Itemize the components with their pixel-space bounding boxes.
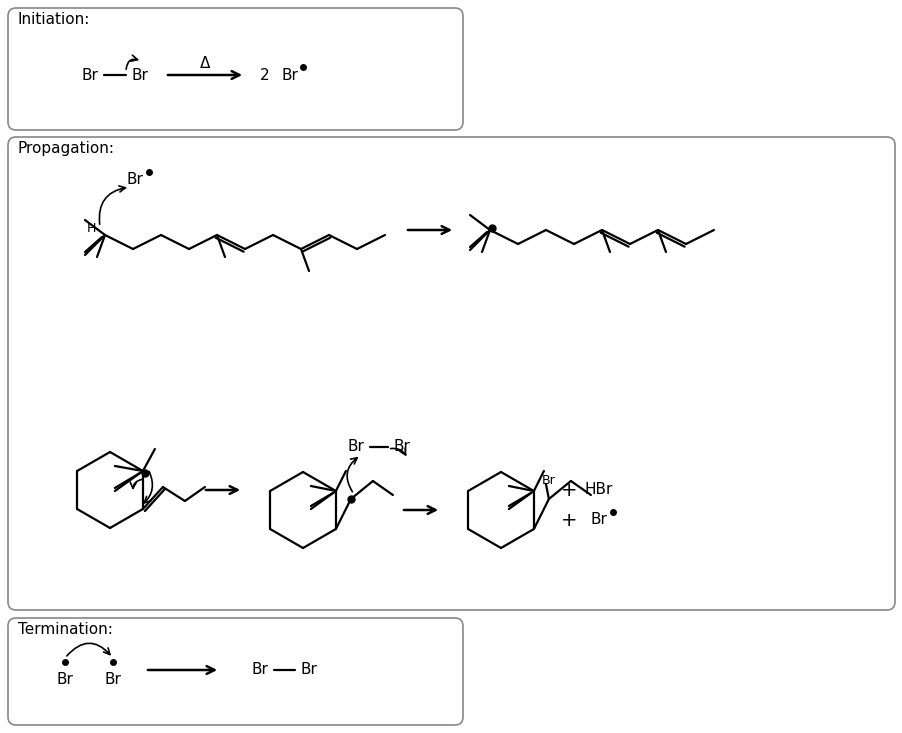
Text: Termination:: Termination: [18,622,113,636]
FancyBboxPatch shape [8,8,463,130]
Text: Propagation:: Propagation: [18,141,115,155]
Text: Br: Br [252,663,268,677]
Text: H: H [87,223,96,235]
Text: Br: Br [57,672,73,688]
Text: Br: Br [281,67,298,83]
Text: Initiation:: Initiation: [18,12,90,28]
Text: Br: Br [105,672,121,688]
Text: HBr: HBr [584,482,612,498]
Text: Br: Br [541,474,555,487]
Text: +: + [560,481,576,499]
Text: Br: Br [126,172,143,188]
FancyBboxPatch shape [8,618,463,725]
FancyBboxPatch shape [8,137,894,610]
Text: Δ: Δ [199,56,210,70]
Text: 2: 2 [260,67,270,83]
Text: Br: Br [132,67,148,83]
Text: Br: Br [393,440,410,454]
Text: Br: Br [590,512,607,528]
Text: Br: Br [81,67,98,83]
Text: Br: Br [300,663,318,677]
Text: +: + [560,510,576,529]
Text: Br: Br [347,440,364,454]
